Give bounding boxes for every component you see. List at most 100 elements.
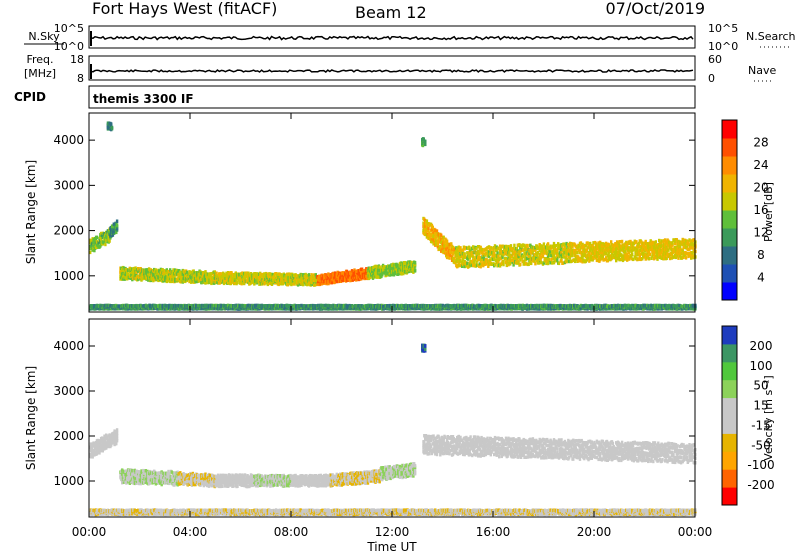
heatmap-cell <box>620 256 624 261</box>
heatmap-cell <box>524 254 527 258</box>
heatmap-cell <box>622 254 625 258</box>
heatmap-cell <box>509 253 512 258</box>
heatmap-cell <box>486 250 489 254</box>
heatmap-cell <box>493 251 496 256</box>
heatmap-cell <box>588 259 591 263</box>
heatmap-cell <box>538 248 541 253</box>
heatmap-cell <box>450 258 454 262</box>
heatmap-cell <box>208 272 211 276</box>
heatmap-cell <box>229 273 232 278</box>
heatmap-cell <box>134 266 137 270</box>
heatmap-cell <box>210 281 213 286</box>
heatmap-cell <box>658 238 661 243</box>
heatmap-cell <box>441 237 445 241</box>
heatmap-cell <box>555 243 558 248</box>
heatmap-cell <box>677 252 680 256</box>
heatmap-cell <box>637 250 641 254</box>
heatmap-cell <box>394 267 397 271</box>
heatmap-cell <box>643 241 647 246</box>
heatmap-cell <box>573 253 577 258</box>
heatmap-cell <box>471 253 474 257</box>
heatmap-cell <box>630 256 633 261</box>
heatmap-cell <box>504 248 508 252</box>
heatmap-cell <box>545 261 548 266</box>
heatmap-cell <box>195 274 199 278</box>
heatmap-cell <box>190 270 193 275</box>
heatmap-cell <box>543 251 546 255</box>
heatmap-cell <box>472 255 475 259</box>
trace-line <box>90 69 694 73</box>
heatmap-cell <box>455 250 458 254</box>
heatmap-cell <box>317 282 320 287</box>
heatmap-cell <box>638 255 641 259</box>
heatmap-cell <box>316 275 319 279</box>
heatmap-cell <box>107 229 110 234</box>
heatmap-cell <box>428 231 431 235</box>
heatmap-cell <box>459 254 462 258</box>
heatmap-cell <box>681 248 684 253</box>
heatmap-cell <box>615 243 618 247</box>
heatmap-cell <box>533 259 536 263</box>
heatmap-cell <box>627 257 631 261</box>
heatmap-cell <box>663 250 666 254</box>
heatmap-cell <box>396 263 399 268</box>
heatmap-cell <box>560 250 563 255</box>
heatmap-cell <box>481 255 484 259</box>
heatmap-cell <box>576 250 579 255</box>
heatmap-cell <box>671 243 674 247</box>
heatmap-cell <box>601 254 604 258</box>
heatmap-cell <box>128 266 131 271</box>
heatmap-cell <box>187 277 190 281</box>
heatmap-cell <box>604 256 608 260</box>
heatmap-cell <box>580 257 583 262</box>
heatmap-cell <box>610 240 613 244</box>
heatmap-cell <box>353 268 356 272</box>
heatmap-cell <box>459 246 462 250</box>
heatmap-cell <box>628 241 631 246</box>
heatmap-cell <box>430 237 434 241</box>
heatmap-cell <box>476 252 479 256</box>
heatmap-cell <box>477 251 481 255</box>
heatmap-cell <box>559 254 562 258</box>
heatmap-cell <box>511 260 514 264</box>
heatmap-cell <box>413 268 417 272</box>
heatmap-cell <box>641 257 644 261</box>
heatmap-cell <box>294 279 297 283</box>
heatmap-cell <box>525 256 529 260</box>
heatmap-cell <box>99 237 103 241</box>
freq-left-unit: [MHz] <box>24 67 56 80</box>
heatmap-cell <box>323 275 327 279</box>
heatmap-cell <box>536 251 540 255</box>
heatmap-cell <box>562 261 565 265</box>
heatmap-cell <box>371 269 374 274</box>
heatmap-cell <box>612 253 615 258</box>
heatmap-cell <box>569 244 572 248</box>
heatmap-cell <box>93 248 96 253</box>
heatmap-cell <box>170 279 173 284</box>
heatmap-cell <box>570 242 573 246</box>
heatmap-cell <box>497 246 500 250</box>
heatmap-cell <box>535 256 538 261</box>
heatmap-cell <box>425 219 429 223</box>
heatmap-cell <box>194 273 197 277</box>
heatmap-cell <box>424 218 427 223</box>
heatmap-cell <box>567 243 571 248</box>
freq-trace <box>90 64 694 79</box>
heatmap-cell <box>168 270 171 274</box>
heatmap-cell <box>591 249 594 253</box>
heatmap-cell <box>519 262 522 267</box>
heatmap-cell <box>121 268 124 272</box>
heatmap-cell <box>600 250 604 255</box>
heatmap-cell <box>461 257 465 262</box>
heatmap-cell <box>424 232 428 237</box>
heatmap-cell <box>599 248 603 253</box>
nsky-left-top-tick: 10^5 <box>54 22 84 35</box>
heatmap-cell <box>679 254 682 258</box>
heatmap-cell <box>690 245 693 250</box>
heatmap-cell <box>99 231 103 236</box>
heatmap-cell <box>487 254 491 258</box>
heatmap-cell <box>567 247 570 251</box>
heatmap-cell <box>598 255 601 260</box>
heatmap-cell <box>464 245 467 250</box>
